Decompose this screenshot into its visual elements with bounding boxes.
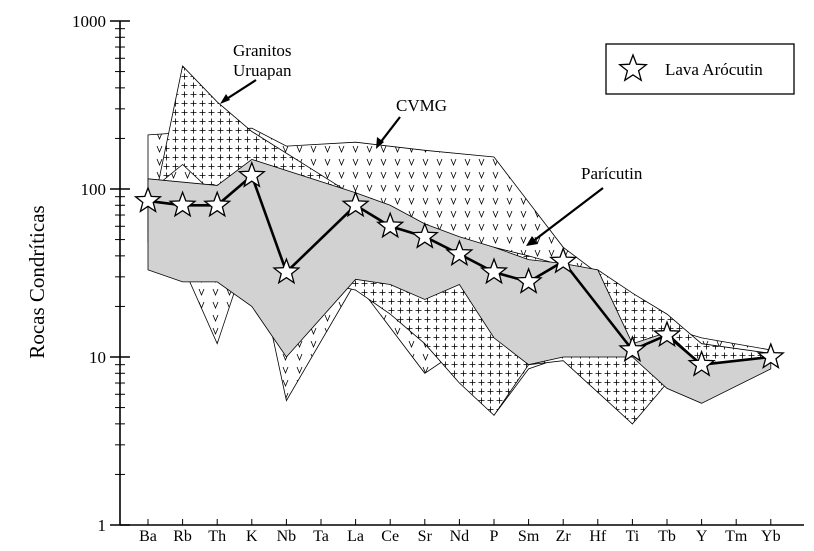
- x-tick-label-rb: Rb: [173, 528, 192, 545]
- x-tick-label-yb: Yb: [761, 528, 781, 545]
- data-point-star-p: [479, 257, 509, 285]
- data-point-star-yb: [756, 342, 785, 369]
- y-tick-label: 100: [81, 180, 107, 199]
- x-tick-label-tm: Tm: [725, 528, 748, 545]
- x-tick-label-y: Y: [696, 528, 708, 545]
- data-point-star-sr: [410, 221, 439, 249]
- legend: Lava Arócutin: [605, 43, 795, 95]
- data-point-star-rb: [168, 190, 197, 218]
- series-line-lava-arocutin: [147, 174, 771, 367]
- x-tick-label-ce: Ce: [381, 528, 399, 545]
- arrow-cvmg: [379, 116, 401, 144]
- x-tick-label-ti: Ti: [626, 528, 640, 545]
- data-point-star-ce: [376, 211, 405, 239]
- legend-label: Lava Arócutin: [665, 60, 763, 79]
- data-point-star-th: [203, 190, 232, 218]
- x-tick-label-p: P: [490, 528, 499, 545]
- x-tick-label-k: K: [246, 528, 258, 545]
- data-point-star-nd: [445, 239, 474, 267]
- y-tick-label: 1000: [72, 12, 106, 31]
- data-point-star-y: [687, 349, 716, 377]
- x-tick-label-hf: Hf: [589, 528, 607, 545]
- field-paricutin: [147, 158, 772, 404]
- x-tick-label-nd: Nd: [450, 528, 470, 545]
- x-tick-label-la: La: [347, 528, 364, 545]
- y-tick-label: 10: [89, 348, 106, 367]
- x-tick-label-sr: Sr: [418, 528, 433, 545]
- x-tick-label-th: Th: [208, 528, 226, 545]
- data-point-star-tb: [652, 320, 682, 348]
- data-point-star-ba: [133, 186, 163, 213]
- arrow-granitos: [224, 79, 257, 101]
- x-tick-label-nb: Nb: [277, 528, 297, 545]
- data-point-star-sm: [514, 267, 543, 294]
- y-tick-label: 1: [98, 516, 107, 535]
- data-point-star-nb: [272, 257, 301, 285]
- x-tick-label-ta: Ta: [313, 528, 329, 545]
- annotation-paricutin: Parícutin: [581, 164, 643, 183]
- legend-star-icon: [617, 53, 649, 82]
- data-point-star-ti: [618, 335, 647, 363]
- arrow-paricutin: [531, 187, 604, 243]
- y-axis-label: Rocas Condríticas: [25, 205, 49, 358]
- x-tick-label-ba: Ba: [139, 528, 157, 545]
- data-point-star-k: [237, 160, 266, 188]
- annotation-granitos-line2: Uruapan: [233, 61, 292, 80]
- annotation-granitos-line1: Granitos: [233, 41, 292, 60]
- data-point-star-la: [341, 190, 370, 218]
- arrowhead-granitos: [220, 94, 230, 104]
- arrowhead-paricutin: [526, 236, 538, 246]
- data-point-star-zr: [549, 246, 578, 274]
- x-tick-label-sm: Sm: [518, 528, 540, 545]
- annotation-cvmg: CVMG: [396, 96, 447, 115]
- x-tick-label-tb: Tb: [658, 528, 676, 545]
- x-tick-label-zr: Zr: [556, 528, 572, 545]
- arrowhead-cvmg: [376, 137, 384, 149]
